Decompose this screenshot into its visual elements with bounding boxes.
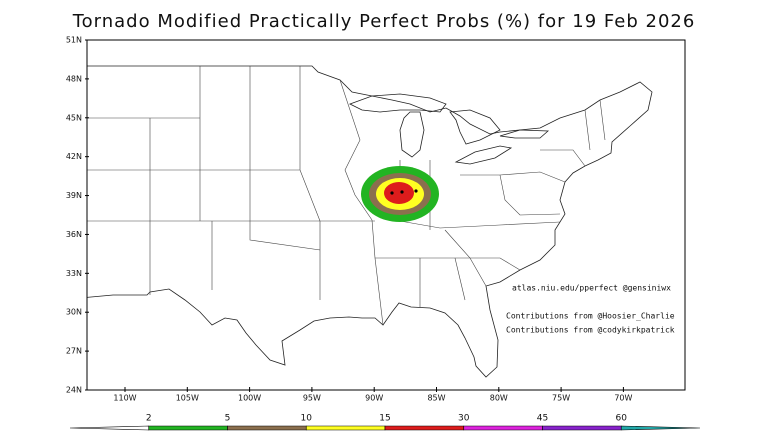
colorbar-label: 15 — [379, 414, 390, 424]
report-dot — [400, 190, 404, 194]
map-labels: 51N 48N 45N 42N 39N 36N 33N 30N 27N 24N 110W 105W 10… — [66, 36, 633, 403]
lat-label: 51N — [66, 36, 82, 45]
lon-label: 110W — [113, 394, 136, 403]
map-title: Tornado Modified Practically Perfect Pro… — [72, 11, 696, 32]
lat-label: 42N — [66, 152, 82, 161]
report-dot — [414, 189, 418, 193]
credit-text: atlas.niu.edu/pperfect @gensiniwx — [512, 284, 671, 293]
lon-label: 105W — [176, 394, 199, 403]
lon-label: 95W — [303, 394, 321, 403]
colorbar-label: 5 — [225, 414, 231, 424]
lat-label: 36N — [66, 230, 82, 239]
report-dot — [390, 191, 394, 195]
lat-label: 48N — [66, 74, 82, 83]
map-frame — [86, 39, 686, 391]
credits: atlas.niu.edu/pperfect @gensiniwx Contrib… — [506, 284, 675, 335]
lon-label: 90W — [365, 394, 383, 403]
colorbar: 2 5 10 15 30 45 60 — [69, 414, 701, 431]
colorbar-segment — [69, 425, 150, 431]
lon-label: 75W — [552, 394, 570, 403]
lat-label: 24N — [66, 386, 82, 395]
lat-label: 30N — [66, 308, 82, 317]
colorbar-label: 45 — [537, 414, 548, 424]
colorbar-label: 60 — [616, 414, 628, 424]
colorbar-segment — [384, 425, 465, 431]
lon-label: 80W — [490, 394, 508, 403]
lat-label: 33N — [66, 269, 82, 278]
contour-15 — [384, 182, 414, 204]
basemap — [87, 65, 653, 378]
colorbar-label: 2 — [146, 414, 152, 424]
lon-label: 70W — [614, 394, 632, 403]
colorbar-label: 30 — [458, 414, 470, 424]
colorbar-label: 10 — [301, 414, 313, 424]
lat-label: 45N — [66, 113, 82, 122]
colorbar-segment — [542, 425, 622, 431]
colorbar-segment — [227, 425, 307, 431]
lat-label: 39N — [66, 191, 82, 200]
lon-label: 100W — [238, 394, 261, 403]
lat-label: 27N — [66, 347, 82, 356]
colorbar-segment — [620, 425, 701, 431]
lon-label: 85W — [427, 394, 445, 403]
credit-text: Contributions from @Hoosier_Charlie — [506, 312, 675, 321]
colorbar-segment — [463, 425, 543, 431]
colorbar-segment — [148, 425, 228, 431]
credit-text: Contributions from @codykirkpatrick — [506, 326, 675, 335]
colorbar-segment — [305, 425, 386, 431]
